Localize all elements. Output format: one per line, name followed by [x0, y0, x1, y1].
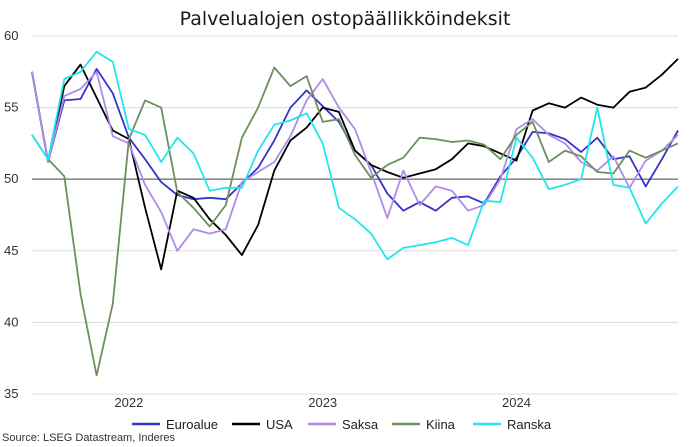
y-tick-label: 35	[4, 386, 18, 401]
legend-label-kiina: Kiina	[426, 417, 456, 432]
y-tick-label: 50	[4, 171, 18, 186]
series-line-saksa	[31, 70, 679, 252]
grid	[32, 35, 678, 395]
x-tick-label: 2023	[308, 395, 337, 410]
source-note: Source: LSEG Datastream, Inderes	[2, 432, 176, 444]
series-line-ranska	[31, 50, 679, 261]
series-lines	[31, 50, 679, 377]
series-line-kiina	[31, 66, 679, 377]
y-tick-label: 45	[4, 243, 18, 258]
legend: Euroalue USA Saksa Kiina Ranska	[132, 417, 552, 432]
y-axis-ticks: 35 40 45 50 55 60	[4, 28, 18, 401]
legend-label-ranska: Ranska	[507, 417, 552, 432]
x-tick-label: 2022	[114, 395, 143, 410]
legend-label-euroalue: Euroalue	[166, 417, 218, 432]
x-tick-label: 2024	[502, 395, 531, 410]
legend-label-usa: USA	[266, 417, 293, 432]
y-tick-label: 55	[4, 100, 18, 115]
y-tick-label: 60	[4, 28, 18, 43]
x-axis-ticks: 2022 2023 2024	[114, 395, 531, 410]
chart-title: Palvelualojen ostopäällikköindeksit	[180, 8, 511, 30]
series-line-usa	[31, 58, 679, 271]
legend-label-saksa: Saksa	[342, 417, 379, 432]
y-tick-label: 40	[4, 314, 18, 329]
